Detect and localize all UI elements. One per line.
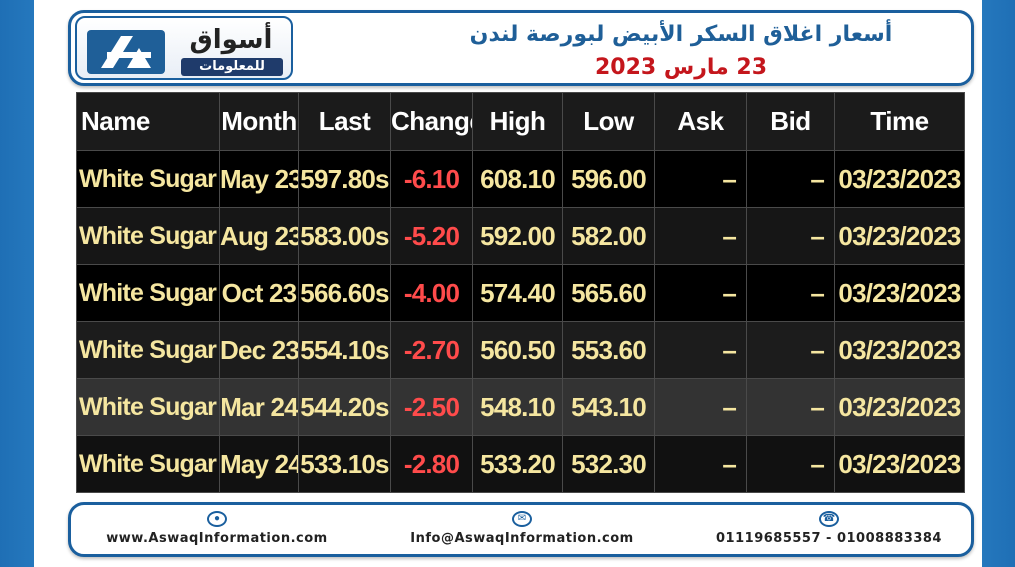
table-row: White Sugar #5 May 24 533.10s -2.80 533.… [76,435,965,493]
cell-last: 597.80s [298,150,391,208]
cell-last: 533.10s [298,435,391,493]
table-row: White Sugar #5 Aug 23 583.00s -5.20 592.… [76,207,965,265]
cell-low: 565.60 [562,264,655,322]
cell-high: 608.10 [472,150,563,208]
phone-numbers[interactable]: 01119685557 - 01008883384 [716,531,942,546]
cell-name: White Sugar #5 [76,207,220,265]
col-header-high: High [472,92,563,151]
cell-time: 03/23/2023 [834,435,965,493]
cell-bid: – [746,150,835,208]
report-date: 23 مارس 2023 [594,55,768,80]
table-row: White Sugar #5 Dec 23 554.10s -2.70 560.… [76,321,965,379]
col-header-time: Time [834,92,965,151]
cell-change: -6.10 [390,150,473,208]
cell-low: 543.10 [562,378,655,436]
cell-ask: – [654,321,747,379]
cell-low: 582.00 [562,207,655,265]
cell-high: 533.20 [472,435,563,493]
cell-change: -2.50 [390,378,473,436]
cell-name: White Sugar #5 [76,321,220,379]
cell-last: 554.10s [298,321,391,379]
cell-low: 553.60 [562,321,655,379]
col-header-month: Month [219,92,299,151]
cell-bid: – [746,207,835,265]
cell-name: White Sugar #5 [76,435,220,493]
aswaq-logo: أسواق للمعلومات [75,16,293,80]
phone-icon: ☎ [819,511,839,527]
cell-high: 574.40 [472,264,563,322]
col-header-change: Change [390,92,473,151]
email-contact[interactable]: ✉ Info@AswaqInformation.com [387,511,657,553]
cell-last: 583.00s [298,207,391,265]
cell-ask: – [654,207,747,265]
cell-ask: – [654,264,747,322]
cell-high: 560.50 [472,321,563,379]
envelope-icon: ✉ [512,511,532,527]
cell-bid: – [746,435,835,493]
cell-name: White Sugar #5 [76,150,220,208]
cell-high: 548.10 [472,378,563,436]
col-header-name: Name [76,92,220,151]
cell-month: May 23 [219,150,299,208]
phone-contact[interactable]: ☎ 01119685557 - 01008883384 [691,511,967,553]
cell-time: 03/23/2023 [834,150,965,208]
email-link[interactable]: Info@AswaqInformation.com [410,531,634,546]
cell-low: 596.00 [562,150,655,208]
cell-last: 544.20s [298,378,391,436]
cell-ask: – [654,435,747,493]
table-row: White Sugar #5 May 23 597.80s -6.10 608.… [76,150,965,208]
col-header-bid: Bid [746,92,835,151]
cell-time: 03/23/2023 [834,264,965,322]
contact-footer: ● www.AswaqInformation.com ✉ Info@AswaqI… [68,502,974,557]
logo-subtitle: للمعلومات [181,58,283,76]
table-row: White Sugar #5 Oct 23 566.60s -4.00 574.… [76,264,965,322]
table-row: White Sugar #5 Mar 24 544.20s -2.50 548.… [76,378,965,436]
cell-ask: – [654,378,747,436]
cell-change: -2.70 [390,321,473,379]
website-link[interactable]: www.AswaqInformation.com [106,531,328,546]
table-header-row: Name Month Last Change High Low Ask Bid … [76,92,965,151]
cell-time: 03/23/2023 [834,321,965,379]
cell-high: 592.00 [472,207,563,265]
cell-last: 566.60s [298,264,391,322]
col-header-ask: Ask [654,92,747,151]
cell-month: Aug 23 [219,207,299,265]
cell-month: Mar 24 [219,378,299,436]
page-title: أسعار اغلاق السكر الأبيض لبورصة لندن [469,22,893,47]
cell-name: White Sugar #5 [76,264,220,322]
col-header-last: Last [298,92,391,151]
cell-change: -2.80 [390,435,473,493]
cell-change: -4.00 [390,264,473,322]
website-contact[interactable]: ● www.AswaqInformation.com [85,511,349,553]
cell-bid: – [746,264,835,322]
prices-table: Name Month Last Change High Low Ask Bid … [76,92,965,493]
header-panel: أسواق للمعلومات أسعار اغلاق السكر الأبيض… [68,10,974,86]
cell-time: 03/23/2023 [834,378,965,436]
cell-month: Oct 23 [219,264,299,322]
cell-time: 03/23/2023 [834,207,965,265]
cell-change: -5.20 [390,207,473,265]
cell-low: 532.30 [562,435,655,493]
col-header-low: Low [562,92,655,151]
cell-name: White Sugar #5 [76,378,220,436]
aswaq-logo-mark-icon [87,30,165,74]
cell-ask: – [654,150,747,208]
cell-bid: – [746,321,835,379]
logo-text: أسواق [189,25,273,55]
cell-bid: – [746,378,835,436]
cell-month: May 24 [219,435,299,493]
cell-month: Dec 23 [219,321,299,379]
globe-icon: ● [207,511,227,527]
